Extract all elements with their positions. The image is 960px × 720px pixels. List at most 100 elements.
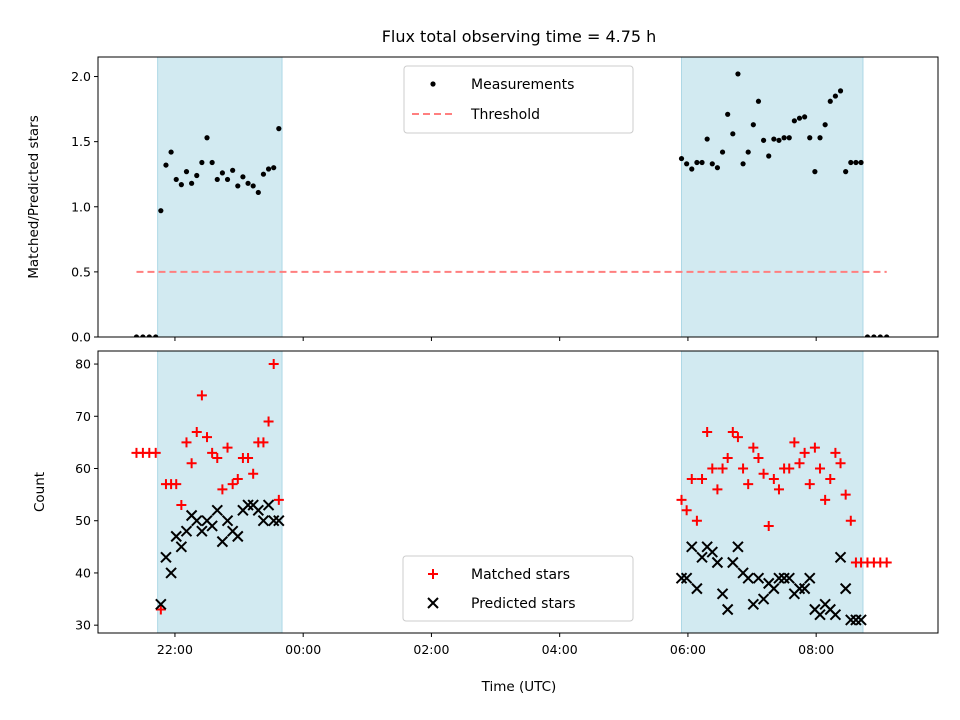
- y-tick-label: 80: [75, 357, 91, 372]
- predicted-star-point: [732, 541, 744, 553]
- series-x: [155, 499, 867, 626]
- measurement-point: [853, 159, 859, 166]
- matched-star-point: [784, 463, 795, 474]
- matched-star-point: [273, 494, 284, 505]
- matched-star-point: [727, 426, 738, 437]
- predicted-star-point: [768, 582, 780, 595]
- measurement-point: [255, 189, 261, 196]
- legend: Measurements Threshold: [403, 65, 634, 134]
- series-plus: [131, 359, 892, 615]
- y-tick-label: 60: [75, 461, 91, 476]
- measurement-point: [848, 159, 854, 166]
- y-tick-label: 30: [75, 618, 91, 633]
- y-axis-label: Count: [32, 472, 48, 512]
- measurement-point: [776, 137, 782, 143]
- observing-interval-shade: [157, 350, 283, 634]
- measurement-point: [877, 334, 883, 337]
- legend-measurements-label: Measurements: [471, 77, 574, 93]
- predicted-star-point: [829, 609, 842, 621]
- legend-predicted-label: Predicted stars: [471, 596, 576, 612]
- measurement-point: [250, 183, 256, 189]
- predicted-star-point: [180, 525, 193, 537]
- y-tick-label: 1.0: [71, 199, 91, 214]
- predicted-star-point: [711, 556, 724, 569]
- measurement-point: [709, 161, 715, 167]
- matched-star-point: [212, 453, 223, 464]
- matched-star-point: [697, 473, 708, 484]
- matched-star-point: [202, 432, 213, 443]
- x-tick-label: 04:00: [542, 642, 578, 657]
- matched-star-point: [150, 447, 161, 458]
- predicted-star-point: [252, 504, 265, 516]
- matched-star-point: [799, 447, 810, 458]
- matched-star-point: [845, 515, 856, 526]
- predicted-star-point: [752, 572, 765, 584]
- x-tick-label: 00:00: [285, 642, 321, 657]
- predicted-star-point: [850, 614, 862, 626]
- x-tick-label: 22:00: [157, 642, 193, 657]
- predicted-star-point: [742, 572, 754, 584]
- matched-star-point: [222, 442, 233, 453]
- predicted-star-point: [242, 499, 254, 511]
- predicted-star-point: [757, 593, 770, 605]
- predicted-star-point: [727, 556, 739, 569]
- measurement-point: [699, 159, 705, 166]
- matched-star-point: [712, 484, 723, 495]
- matched-star-point: [176, 500, 187, 511]
- x-tick-label: 02:00: [413, 642, 449, 657]
- y-tick-label: 70: [75, 409, 91, 424]
- predicted-star-point: [257, 515, 270, 527]
- measurement-point: [140, 334, 146, 337]
- predicted-star-point: [680, 572, 693, 584]
- x-axis-label: Time (UTC): [481, 679, 557, 695]
- measurement-point: [689, 166, 695, 172]
- measurement-point: [837, 88, 844, 94]
- matched-star-point: [743, 479, 754, 490]
- matched-star-point: [217, 484, 228, 495]
- y-tick-label: 0.5: [71, 264, 91, 279]
- predicted-star-point: [721, 603, 734, 616]
- measurement-point: [735, 71, 741, 77]
- legend-box: [402, 555, 634, 622]
- measurement-point: [755, 98, 762, 104]
- matched-star-point: [768, 473, 779, 484]
- measurement-point: [812, 169, 818, 175]
- matched-star-point: [248, 468, 259, 479]
- predicted-star-point: [716, 588, 729, 600]
- legend-matched-label: Matched stars: [471, 567, 570, 583]
- matched-star-point: [191, 426, 202, 437]
- measurement-point: [858, 159, 864, 166]
- measurement-point: [260, 171, 267, 177]
- matched-star-point: [840, 489, 851, 500]
- matched-star-point: [258, 437, 269, 448]
- measurement-point: [766, 153, 772, 159]
- measurement-point: [791, 118, 797, 124]
- predicted-star-point: [211, 504, 223, 516]
- measurement-point: [178, 182, 184, 188]
- legend-box: [403, 65, 634, 134]
- matched-star-point: [196, 390, 207, 401]
- matched-star-point: [825, 473, 836, 484]
- matched-star-point: [820, 494, 831, 505]
- predicted-star-point: [778, 572, 790, 584]
- predicted-star-point: [273, 515, 285, 527]
- matched-star-point: [881, 557, 892, 568]
- matched-star-point: [676, 494, 687, 505]
- predicted-star-point: [206, 520, 218, 532]
- x-tick-label: 06:00: [670, 642, 706, 657]
- predicted-star-point: [783, 572, 795, 584]
- legend: Matched stars Predicted stars: [402, 555, 634, 622]
- predicted-star-point: [706, 546, 718, 558]
- matched-star-point: [748, 442, 759, 453]
- matched-star-point: [171, 479, 182, 490]
- measurement-point: [796, 115, 803, 121]
- measurement-point: [704, 136, 710, 142]
- predicted-star-point: [262, 499, 275, 511]
- matched-star-point: [758, 468, 769, 479]
- matched-star-point: [717, 463, 728, 474]
- measurement-point: [807, 135, 813, 141]
- top-panel: 0.0 0.5 1.0 1.5 2.0 Matched/Predicted stars Me…: [26, 56, 939, 345]
- predicted-star-point: [773, 572, 785, 584]
- predicted-star-point: [747, 598, 760, 610]
- legend-predicted-marker: [427, 597, 439, 609]
